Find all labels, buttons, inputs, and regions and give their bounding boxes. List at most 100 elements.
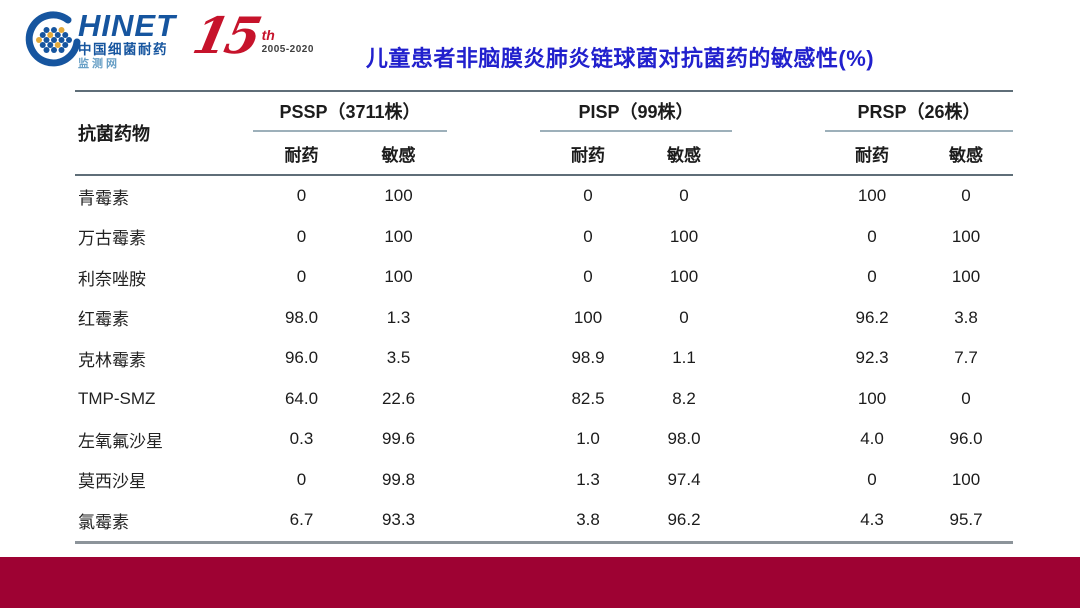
value-cell: 0.3 [289,429,314,449]
value-cell: 100 [951,469,981,489]
gap-cell [732,298,825,339]
gap-cell [447,298,540,339]
column-gap [447,91,541,176]
anniversary-years: 2005-2020 [261,44,314,55]
value-cell: 1.1 [672,348,696,368]
value-cell: 95.7 [919,500,1014,544]
value-cell: 64.0 [284,388,319,408]
value-cell: 100 [669,226,699,246]
gap-cell [732,338,825,379]
value-cell: 0 [583,186,593,206]
subheader-pssp-resistant: 耐药 [253,131,350,176]
value-cell: 3.8 [540,500,637,544]
value-cell: 0 [679,307,689,327]
value-cell: 0 [961,388,971,408]
drug-name-cell: 莫西沙星 [78,472,146,492]
subheader-pisp-resistant: 耐药 [540,131,637,176]
value-cell: 99.6 [381,429,416,449]
value-cell: 100 [857,186,887,206]
value-cell: 1.3 [386,307,411,327]
value-cell: 100 [384,267,413,287]
value-cell: 96.0 [284,348,319,368]
anniversary-suffix: th [261,27,275,43]
value-cell: 100 [951,267,981,287]
gap-cell [447,460,540,501]
value-cell: 0 [867,267,877,287]
value-cell: 3.5 [386,348,411,368]
value-cell: 100 [384,226,413,246]
gap-cell [447,379,540,420]
column-header-drug: 抗菌药物 [75,91,253,176]
value-cell: 4.0 [860,429,884,449]
susceptibility-table-wrap: 抗菌药物 PSSP（3711株） PISP（99株） PRSP（26株） 耐药 … [75,90,1014,544]
value-cell: 97.4 [667,469,701,489]
anniversary-15th-logo: 15 th 2005-2020 [188,6,314,65]
subheader-prsp-susceptible: 敏感 [919,131,1014,176]
value-cell: 92.3 [855,348,889,368]
table-row: 万古霉素 0 100 0 100 0 100 [75,217,1013,258]
gap-cell [447,257,540,298]
value-cell: 100 [951,226,981,246]
value-cell: 0 [296,469,307,489]
table-row: 红霉素 98.0 1.3 100 0 96.2 3.8 [75,298,1013,339]
drug-name-cell: 红霉素 [78,310,129,330]
value-cell: 0 [867,226,877,246]
drug-name-cell: 氯霉素 [75,500,253,544]
gap-cell [447,419,540,460]
value-cell: 0 [961,186,971,206]
value-cell: 98.0 [667,429,701,449]
gap-cell [732,460,825,501]
drug-name-cell: 万古霉素 [78,229,146,249]
drug-name-cell: 利奈唑胺 [78,269,146,289]
value-cell: 100 [384,186,413,206]
gap-cell [447,175,540,217]
value-cell: 98.0 [284,307,319,327]
chinet-swirl-icon [25,11,81,67]
value-cell: 100 [669,267,699,287]
table-row: 克林霉素 96.0 3.5 98.9 1.1 92.3 7.7 [75,338,1013,379]
group-header-prsp: PRSP（26株） [825,91,1014,132]
value-cell: 100 [857,388,887,408]
value-cell: 82.5 [571,388,605,408]
table-row: TMP-SMZ 64.0 22.6 82.5 8.2 100 0 [75,379,1013,420]
value-cell: 0 [296,226,307,246]
value-cell: 22.6 [381,388,416,408]
value-cell: 8.2 [672,388,696,408]
table-row: 左氧氟沙星 0.3 99.6 1.0 98.0 4.0 96.0 [75,419,1013,460]
gap-cell [447,500,541,544]
logo-brand-text: HINET [78,8,176,44]
value-cell: 1.0 [576,429,600,449]
footer-accent-bar [0,557,1080,608]
drug-name-cell: 青霉素 [78,188,129,208]
value-cell: 0 [296,267,307,287]
value-cell: 96.0 [949,429,983,449]
chinet-logo: HINET 中国细菌耐药 监测网 [24,8,176,72]
drug-name-cell: 克林霉素 [78,350,146,370]
column-gap [732,91,826,176]
susceptibility-table: 抗菌药物 PSSP（3711株） PISP（99株） PRSP（26株） 耐药 … [75,90,1014,544]
value-cell: 99.8 [381,469,416,489]
value-cell: 4.3 [825,500,920,544]
value-cell: 0 [867,469,877,489]
anniversary-side: th 2005-2020 [262,28,314,55]
value-cell: 96.2 [636,500,733,544]
value-cell: 1.3 [576,469,600,489]
group-header-pssp: PSSP（3711株） [253,91,448,132]
drug-name-cell: 左氧氟沙星 [78,431,163,451]
group-header-pisp: PISP（99株） [540,91,733,132]
value-cell: 6.7 [253,500,350,544]
anniversary-number: 15 [187,6,264,65]
value-cell: 0 [583,226,593,246]
value-cell: 0 [583,267,593,287]
logo-subtitle-cn: 中国细菌耐药 [78,42,168,58]
gap-cell [732,500,826,544]
gap-cell [447,338,540,379]
logo-subtitle-cn2: 监测网 [78,57,120,70]
subheader-prsp-resistant: 耐药 [825,131,920,176]
gap-cell [732,175,825,217]
table-row: 氯霉素 6.7 93.3 3.8 96.2 4.3 95.7 [75,500,1014,544]
value-cell: 93.3 [350,500,448,544]
value-cell: 7.7 [954,348,978,368]
gap-cell [732,379,825,420]
